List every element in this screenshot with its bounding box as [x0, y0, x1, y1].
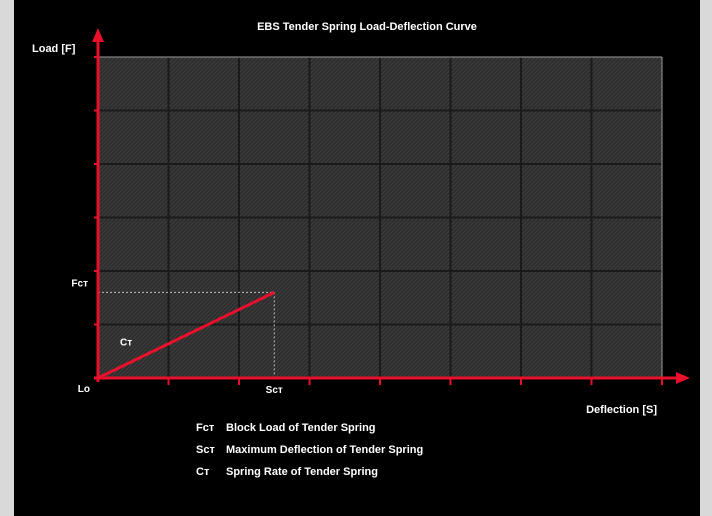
chart-title: EBS Tender Spring Load-Deflection Curve [257, 21, 477, 33]
slope-label: Cᴛ [120, 337, 132, 348]
plot-area: Fcᴛ Scᴛ Lᴏ Cᴛ [71, 28, 690, 396]
legend-symbol: Cᴛ [196, 466, 210, 478]
legend-text: Maximum Deflection of Tender Spring [226, 444, 423, 456]
legend-text: Spring Rate of Tender Spring [226, 466, 378, 478]
load-deflection-chart: EBS Tender Spring Load-Deflection Curve … [32, 21, 690, 478]
x-axis-label: Deflection [S] [586, 404, 657, 416]
origin-label: Lᴏ [78, 384, 90, 395]
legend: Fcᴛ Block Load of Tender Spring Scᴛ Maximum… [196, 422, 423, 478]
y-tick-label: Fcᴛ [71, 278, 88, 289]
x-axis-arrow [676, 372, 690, 384]
y-axis-label: Load [F] [32, 43, 76, 55]
y-axis-arrow [92, 28, 104, 42]
legend-text: Block Load of Tender Spring [226, 422, 376, 434]
x-tick-label: Scᴛ [266, 385, 283, 396]
legend-symbol: Fcᴛ [196, 422, 215, 434]
legend-symbol: Scᴛ [196, 444, 215, 456]
chart-frame: EBS Tender Spring Load-Deflection Curve … [14, 0, 700, 516]
load-deflection-line [97, 291, 275, 380]
